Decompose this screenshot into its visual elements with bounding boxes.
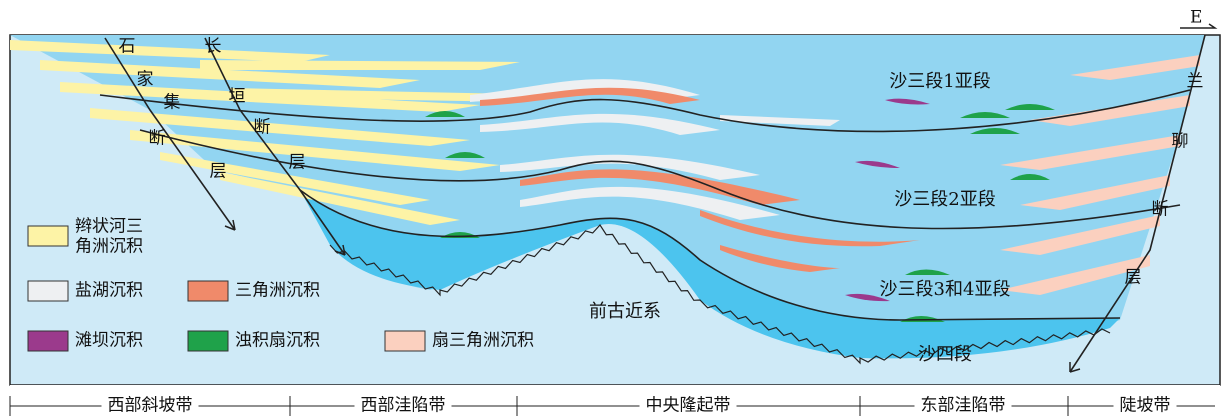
fault-label: 石 bbox=[119, 37, 136, 57]
fault-label: 集 bbox=[164, 93, 181, 113]
zone-bar bbox=[10, 385, 1220, 420]
unit-label: 前古近系 bbox=[589, 301, 661, 322]
zone-label: 西部洼陷带 bbox=[361, 396, 446, 416]
zone-label: 陡坡带 bbox=[1120, 396, 1171, 416]
compass: E bbox=[1190, 8, 1202, 28]
unit-label: 沙三段1亚段 bbox=[889, 71, 990, 92]
fault-label: 聊 bbox=[1172, 132, 1189, 152]
unit-label: 沙三段3和4亚段 bbox=[880, 279, 1011, 300]
delta-stripes bbox=[480, 87, 920, 272]
beach-bar-lenses bbox=[845, 98, 930, 302]
fault-label: 层 bbox=[289, 153, 306, 173]
fan-delta-stripes bbox=[1000, 55, 1200, 295]
fault-arrows bbox=[224, 23, 1218, 373]
fault-label: 断 bbox=[149, 129, 166, 149]
legend-label: 三角洲沉积 bbox=[235, 281, 320, 301]
legend-label: 辫状河三 bbox=[75, 217, 143, 237]
legend-label: 滩坝沉积 bbox=[75, 331, 143, 351]
zone-label: 东部洼陷带 bbox=[921, 396, 1006, 416]
zone-label-bg bbox=[354, 395, 452, 416]
legend-label: 浊积扇沉积 bbox=[235, 331, 320, 351]
fault-label: 垣 bbox=[229, 87, 246, 107]
fault-label: 层 bbox=[1125, 268, 1142, 288]
fault-label: 家 bbox=[137, 70, 154, 90]
fault-label: 断 bbox=[254, 118, 271, 138]
sha4-layer bbox=[300, 190, 1120, 359]
salt-lake-stripes bbox=[470, 79, 840, 220]
fault-label: 长 bbox=[205, 37, 222, 57]
zone-label-bg bbox=[1113, 395, 1177, 416]
braided-delta-stripes bbox=[10, 40, 560, 225]
zone-label: 中央隆起带 bbox=[646, 396, 731, 416]
fault-label: 兰 bbox=[1187, 72, 1204, 92]
zone-label-bg bbox=[639, 395, 737, 416]
zone-label-bg bbox=[914, 395, 1012, 416]
fault-label: 断 bbox=[1152, 200, 1169, 220]
unit-label: 沙四段 bbox=[918, 344, 972, 365]
legend-label: 盐湖沉积 bbox=[75, 281, 143, 301]
legend-swatches bbox=[27, 225, 426, 352]
zone-label: 西部斜坡带 bbox=[108, 396, 193, 416]
unconformity bbox=[329, 224, 1111, 365]
zone-label-bg bbox=[101, 395, 199, 416]
legend-label: 扇三角洲沉积 bbox=[432, 331, 534, 351]
zone-dividers bbox=[9, 396, 1069, 416]
unit-label: 沙三段2亚段 bbox=[894, 189, 995, 210]
legend-label: 角洲沉积 bbox=[75, 237, 143, 257]
fault-label: 层 bbox=[210, 162, 227, 182]
horizons bbox=[99, 34, 1206, 373]
